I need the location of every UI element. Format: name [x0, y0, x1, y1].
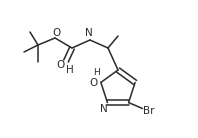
Text: O: O: [53, 28, 61, 38]
Text: Br: Br: [143, 106, 154, 116]
Text: H: H: [66, 65, 74, 75]
Text: N: N: [100, 104, 107, 114]
Text: O: O: [57, 60, 65, 70]
Text: H: H: [93, 68, 100, 77]
Text: O: O: [90, 78, 98, 88]
Text: N: N: [85, 28, 93, 38]
